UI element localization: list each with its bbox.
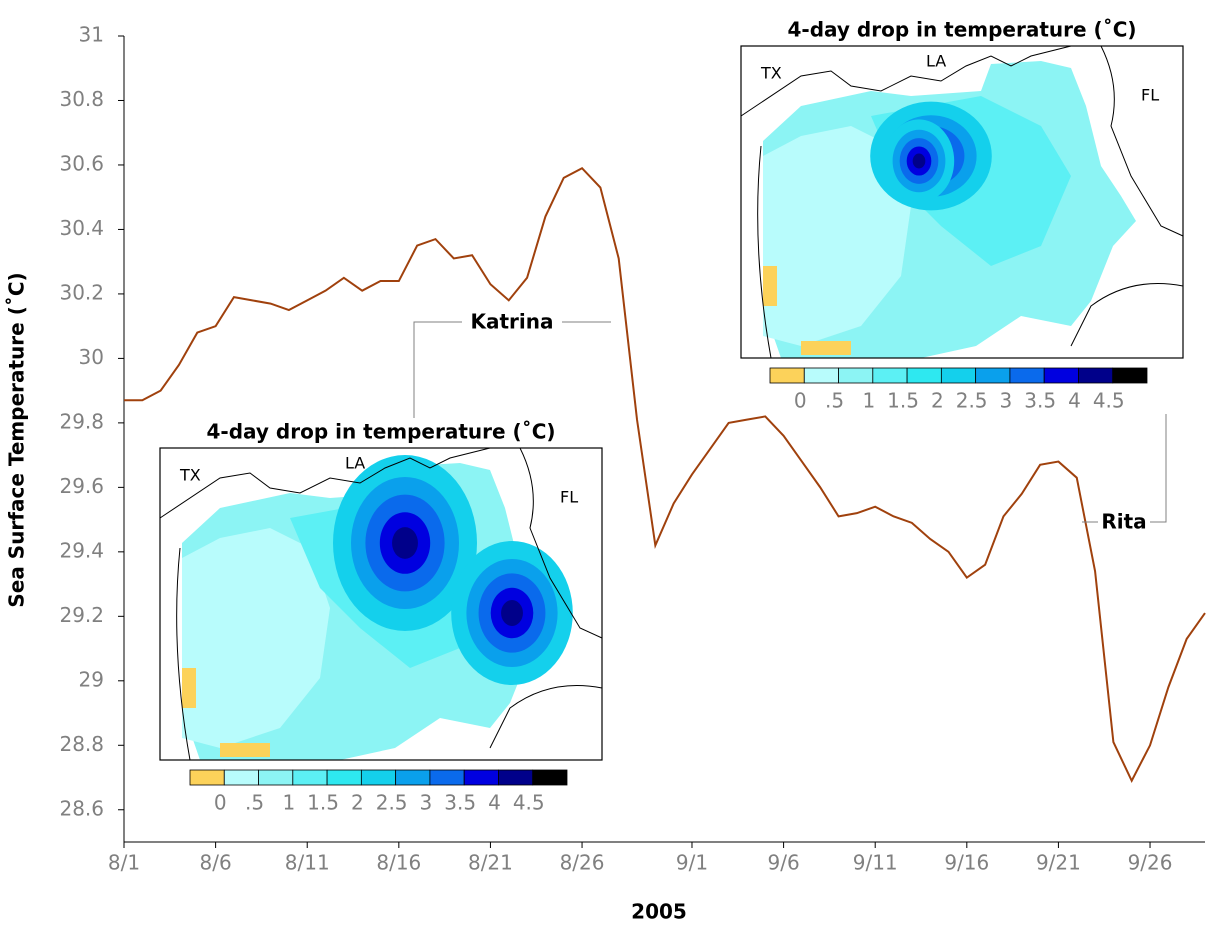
colorbar-cell <box>258 769 294 786</box>
x-tick-label: 9/1 <box>676 851 708 875</box>
colorbar-label: 2.5 <box>376 791 408 815</box>
y-axis-title: Sea Surface Temperature (˚C) <box>5 272 29 607</box>
sst-blob <box>912 153 926 169</box>
y-tick-label: 29.2 <box>59 603 104 627</box>
x-tick-label: 9/21 <box>1036 851 1081 875</box>
colorbar-cell <box>872 367 908 384</box>
colorbar-cell <box>1078 367 1114 384</box>
x-tick-label: 9/16 <box>944 851 989 875</box>
region-label: TX <box>179 466 201 485</box>
colorbar-cell <box>1043 367 1079 384</box>
colorbar-label: 2.5 <box>956 389 988 413</box>
colorbar-label: .5 <box>245 791 264 815</box>
colorbar-cell <box>975 367 1011 384</box>
inset-map: 4-day drop in temperature (˚C) TX LA FL <box>159 420 603 761</box>
colorbar-cell <box>769 367 805 384</box>
region-label: LA <box>926 52 946 71</box>
map-frame <box>159 447 603 761</box>
colorbar-cell <box>1112 367 1148 384</box>
y-tick-label: 30.4 <box>59 216 104 240</box>
sst-patch <box>763 266 777 306</box>
colorbar-cell <box>360 769 397 786</box>
colorbar-cell <box>803 367 839 384</box>
y-tick-label: 30.8 <box>59 87 104 111</box>
y-tick-label: 28.8 <box>59 732 104 756</box>
sst-patch <box>801 341 851 355</box>
y-tick-label: 28.6 <box>59 796 104 820</box>
colorbar-label: 3 <box>1000 389 1013 413</box>
y-tick-label: 29.6 <box>59 474 104 498</box>
colorbar-label: 2 <box>931 389 944 413</box>
colorbar-label: 3.5 <box>1024 389 1056 413</box>
y-tick-label: 31 <box>79 23 104 47</box>
y-tick-label: 30.2 <box>59 280 104 304</box>
region-label: TX <box>760 64 782 83</box>
colorbar-label: 1.5 <box>887 389 919 413</box>
line <box>124 166 1206 783</box>
colorbar-label: 4.5 <box>1093 389 1125 413</box>
region-label: LA <box>345 454 365 473</box>
colorbar-label: 1 <box>862 389 875 413</box>
colorbar-cell <box>906 367 942 384</box>
region-label: FL <box>560 488 578 507</box>
annotation: Katrina <box>470 310 553 334</box>
colorbar-cell <box>429 769 465 786</box>
colorbar-cell <box>326 769 362 786</box>
y-tick-label: 29.8 <box>59 409 104 433</box>
colorbar-label: .5 <box>825 389 844 413</box>
sst-field <box>763 126 911 346</box>
colorbar-label: 3 <box>420 791 433 815</box>
colorbar-label: 4 <box>1068 389 1081 413</box>
colorbar-cell <box>223 769 259 786</box>
sst-field <box>182 528 330 748</box>
map-frame <box>740 45 1184 359</box>
colorbar-label: 0 <box>794 389 807 413</box>
x-tick-label: 9/6 <box>767 851 799 875</box>
x-axis-title: 2005 <box>631 900 687 924</box>
colorbar-cell <box>463 769 499 786</box>
x-tick-label: 8/26 <box>560 851 605 875</box>
y-tick-label: 29 <box>79 667 104 691</box>
region-label: FL <box>1141 86 1159 105</box>
colorbar-label: 0 <box>214 791 227 815</box>
colorbar-cell <box>532 769 568 786</box>
sst-patch <box>220 743 270 757</box>
colorbar-label: 1 <box>282 791 295 815</box>
x-tick-label: 8/21 <box>468 851 513 875</box>
colorbar-cell <box>395 769 431 786</box>
inset-title: 4-day drop in temperature (˚C) <box>787 18 1136 42</box>
y-tick-label: 30.6 <box>59 151 104 175</box>
sst-blob <box>392 527 418 559</box>
colorbar-label: 1.5 <box>307 791 339 815</box>
coastline <box>740 45 1184 359</box>
colorbar-label: 2 <box>351 791 364 815</box>
colorbar-label: 4.5 <box>513 791 545 815</box>
coastline <box>159 447 603 761</box>
annotation: Rita <box>1101 510 1146 534</box>
x-tick-label: 8/1 <box>108 851 140 875</box>
x-tick-label: 8/16 <box>376 851 421 875</box>
leader <box>413 321 611 418</box>
x-tick-label: 8/11 <box>285 851 330 875</box>
x-tick-label: 9/11 <box>853 851 898 875</box>
sst-blob <box>501 600 523 626</box>
colorbar-cell <box>940 367 977 384</box>
colorbar-cell <box>1009 367 1045 384</box>
colorbar-label: 3.5 <box>444 791 476 815</box>
leader <box>1082 414 1167 523</box>
colorbar-cell <box>292 769 328 786</box>
inset-map: 4-day drop in temperature (˚C) TX LA FL <box>740 18 1184 359</box>
inset-title: 4-day drop in temperature (˚C) <box>206 420 555 444</box>
colorbar-cell <box>498 769 534 786</box>
y-tick-label: 29.4 <box>59 538 104 562</box>
colorbar-cell <box>838 367 874 384</box>
x-tick-label: 8/6 <box>200 851 232 875</box>
x-tick-label: 9/26 <box>1128 851 1173 875</box>
y-tick-label: 30 <box>79 345 104 369</box>
colorbar-cell <box>189 769 225 786</box>
colorbar-label: 4 <box>488 791 501 815</box>
sst-patch <box>182 668 196 708</box>
